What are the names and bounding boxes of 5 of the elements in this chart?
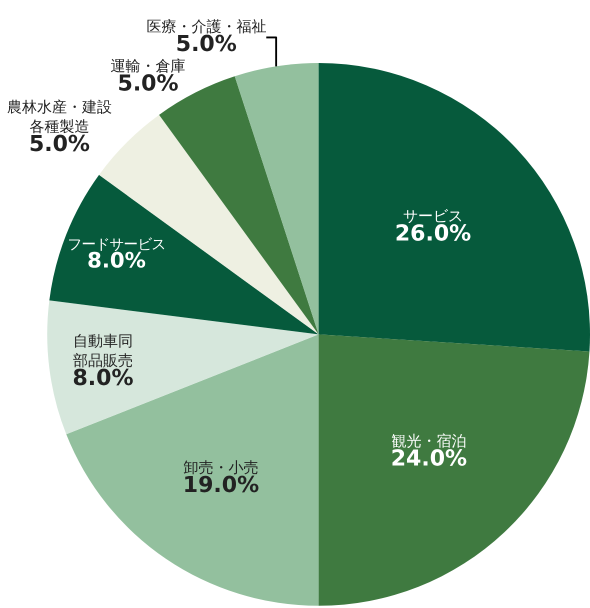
- pie-slice: [318, 334, 590, 606]
- slice-label: フードサービス: [68, 236, 166, 253]
- pie-slice: [47, 300, 319, 434]
- slice-label: 医療・介護・福祉: [146, 18, 266, 36]
- slice-label: 卸売・小売: [183, 458, 258, 476]
